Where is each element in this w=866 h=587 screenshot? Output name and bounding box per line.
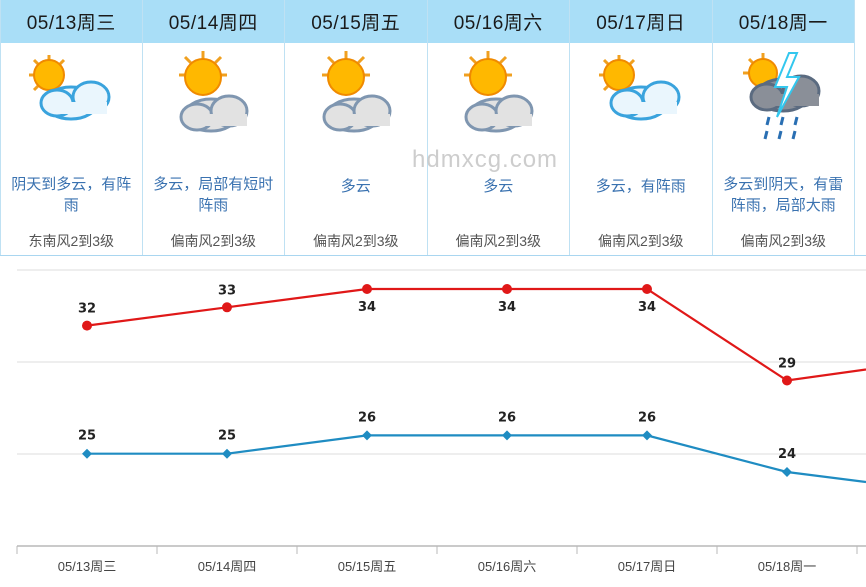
temperature-chart: 05/13周三 05/14周四 05/15周五 05/16周六 05/17周日 05/18… [0, 256, 866, 587]
weather-description: 多云，局部有短时阵雨 [153, 176, 274, 214]
wind-info: 偏南风2到3级 [455, 233, 542, 249]
data-label: 26 [638, 410, 656, 425]
day-date: 05/18周一 [712, 0, 854, 43]
wind-info: 偏南风2到3级 [597, 233, 684, 249]
x-tick-label: 05/16周六 [478, 559, 537, 574]
data-label: 25 [78, 429, 96, 444]
day-date: 05/13周三 [1, 0, 142, 43]
data-point [82, 320, 92, 331]
weather-description: 多云，有阵雨 [595, 178, 686, 195]
weather-description: 多云 [483, 178, 514, 195]
data-point [502, 284, 512, 294]
data-label: 33 [218, 283, 236, 298]
data-label: 34 [638, 300, 656, 315]
forecast-strip: 05/13周三 阴天到多云，有阵雨 东南风2到3级 05/14周四 [0, 0, 866, 256]
series-line [87, 434, 866, 484]
wind-info: 偏南风2到3级 [312, 233, 399, 249]
weather-icon [179, 50, 249, 132]
data-label: 32 [78, 302, 96, 317]
weather-description: 多云到阴天，有雷阵雨，局部大雨 [723, 176, 844, 214]
wind-info: 偏南风2到3级 [740, 233, 827, 249]
data-point [642, 430, 652, 441]
x-tick-label: 05/18周一 [758, 559, 817, 574]
day-card: 05/14周四 多云，局部有短时阵雨 偏南风2到3级 [142, 0, 285, 255]
x-tick-label: 05/15周五 [338, 559, 397, 574]
weather-description: 阴天到多云，有阵雨 [11, 176, 132, 214]
day-date: 05/15周五 [285, 0, 427, 43]
weather-icon [598, 54, 681, 120]
weather-description: 多云 [340, 178, 371, 195]
wind-info: 偏南风2到3级 [170, 233, 257, 249]
x-tick-label: 05/17周日 [618, 559, 677, 574]
day-date: 05/16周六 [427, 0, 569, 43]
day-card: 05/15周五 多云 偏南风2到3级 [285, 0, 428, 255]
data-point [502, 430, 512, 441]
data-label: 24 [778, 447, 796, 462]
data-point [362, 284, 372, 294]
data-point [222, 302, 232, 313]
day-card: 05/13周三 阴天到多云，有阵雨 东南风2到3级 [0, 0, 143, 255]
data-point [782, 467, 792, 477]
day-date: 05/17周日 [570, 0, 712, 43]
sun-behind-grey-cloud-icon [428, 43, 570, 160]
data-label: 26 [358, 410, 376, 425]
day-card: 05/18周一 [712, 0, 855, 255]
weather-icon [743, 51, 821, 139]
x-tick-label: 05/13周三 [58, 559, 117, 574]
data-point [362, 430, 372, 441]
data-label: 34 [498, 300, 516, 315]
sun-behind-cloud-icon [1, 43, 142, 160]
day-card: 05/17周日 多云，有阵雨 偏南风2到3级 [570, 0, 713, 255]
data-label: 29 [778, 357, 796, 372]
watermark: hdmxcg.com [412, 146, 559, 173]
data-point [782, 375, 792, 386]
sun-behind-grey-cloud-icon [285, 43, 427, 160]
day-card: 05/16周六 多云 偏南风2到3级 [427, 0, 570, 255]
data-label: 34 [358, 300, 376, 315]
data-point [222, 448, 232, 459]
data-label: 25 [218, 429, 236, 444]
x-tick-label: 05/14周四 [198, 559, 257, 574]
data-point [642, 284, 652, 294]
weather-icon [464, 50, 534, 132]
wind-info: 东南风2到3级 [28, 233, 115, 249]
sun-behind-grey-cloud-icon [143, 43, 285, 160]
weather-icon [29, 54, 111, 120]
sun-behind-cloud-icon [570, 43, 712, 160]
data-label: 26 [498, 410, 516, 425]
thunderstorm-icon [713, 43, 855, 160]
series-line [86, 287, 866, 382]
day-date: 05/14周四 [142, 0, 284, 43]
temperature-chart-svg: 05/13周三 05/14周四 05/15周五 05/16周六 05/17周日 05/18… [16, 269, 866, 574]
weather-icon [321, 50, 392, 132]
data-point [82, 448, 92, 459]
